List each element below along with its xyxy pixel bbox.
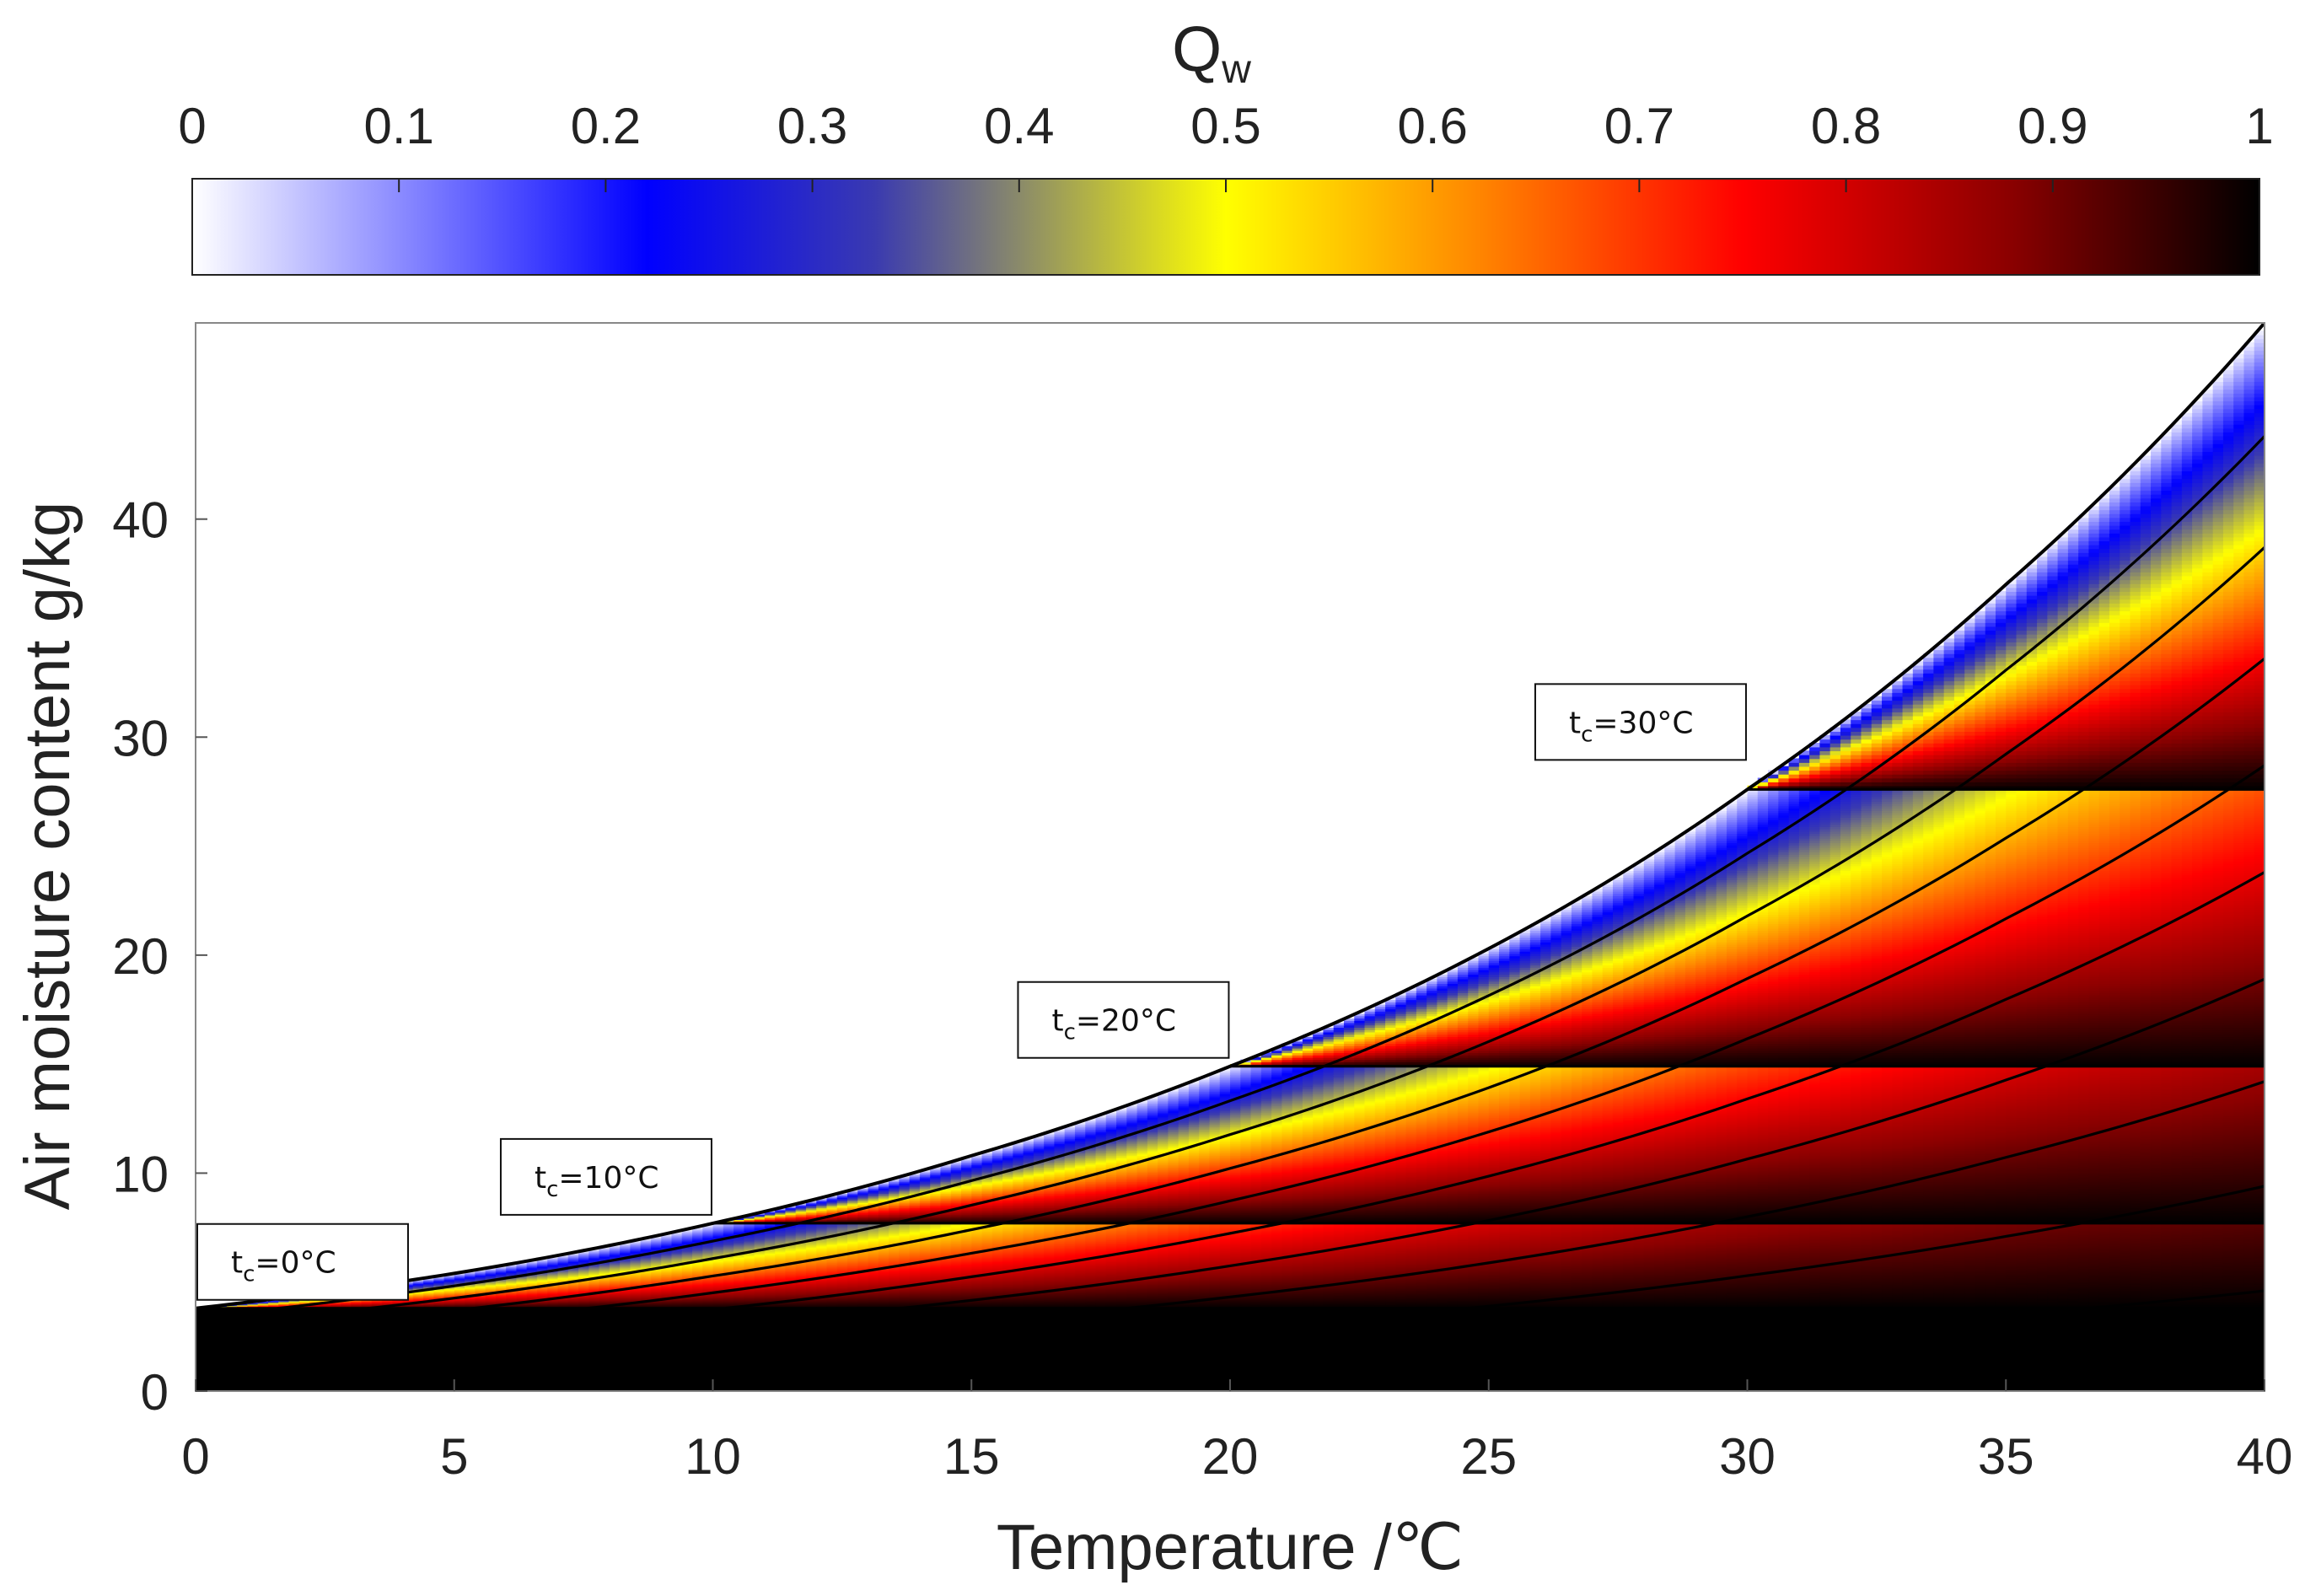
heatmap-base xyxy=(196,1309,2265,1391)
colorbar-tick-label: 0.3 xyxy=(777,98,847,154)
colorbar-tick-label: 0.1 xyxy=(363,98,433,154)
colorbar-tick-label: 0.7 xyxy=(1604,98,1674,154)
colorbar-tick-label: 0.4 xyxy=(984,98,1054,154)
colorbar-tick-label: 0.5 xyxy=(1190,98,1260,154)
chart-figure: Qw 0 0.1 0.2 0.3 0.4 0.5 0.6 0.7 0.8 0.9 1 tc=0°Ct… xyxy=(0,0,2305,1596)
colorbar-tick-label: 0.2 xyxy=(571,98,641,154)
colorbar-gradient xyxy=(192,179,2259,275)
colorbar-label: Qw xyxy=(1172,13,1251,92)
colorbar-tick-label: 0.8 xyxy=(1811,98,1881,154)
colorbar-tick-label: 0 xyxy=(178,98,206,154)
colorbar-tick-label: 0.9 xyxy=(2018,98,2087,154)
colorbar-tick-labels: 0 0.1 0.2 0.3 0.4 0.5 0.6 0.7 0.8 0.9 1 xyxy=(178,98,2273,154)
plot-area: tc=0°Ctc=10°Ctc=20°Ctc=30°C xyxy=(196,323,2265,1391)
colorbar-tick-label: 1 xyxy=(2245,98,2273,154)
colorbar-tick-label: 0.6 xyxy=(1397,98,1467,154)
colorbar: Qw 0 0.1 0.2 0.3 0.4 0.5 0.6 0.7 0.8 0.9 1 xyxy=(178,13,2273,275)
